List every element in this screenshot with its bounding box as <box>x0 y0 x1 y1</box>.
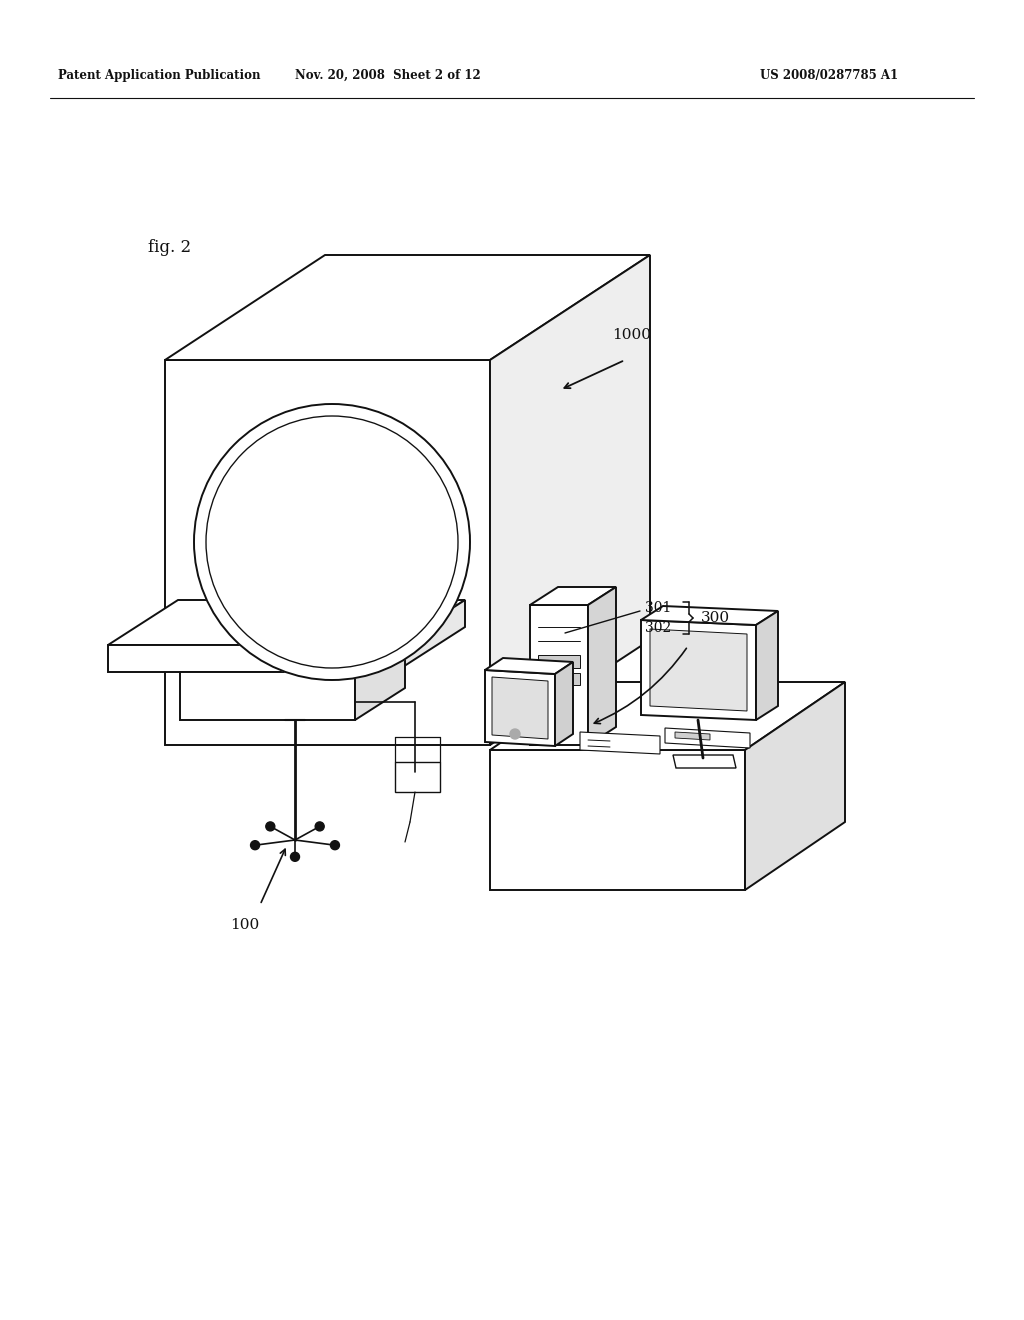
Polygon shape <box>580 733 660 754</box>
Text: Nov. 20, 2008  Sheet 2 of 12: Nov. 20, 2008 Sheet 2 of 12 <box>295 69 481 82</box>
Polygon shape <box>485 657 573 675</box>
Text: 1000: 1000 <box>612 327 651 342</box>
Polygon shape <box>395 601 465 672</box>
Polygon shape <box>756 611 778 719</box>
Polygon shape <box>641 606 778 624</box>
Polygon shape <box>165 360 490 744</box>
Text: US 2008/0287785 A1: US 2008/0287785 A1 <box>760 69 898 82</box>
Text: 301: 301 <box>645 601 672 615</box>
Circle shape <box>251 841 259 850</box>
Text: fig. 2: fig. 2 <box>148 239 191 256</box>
Circle shape <box>315 822 325 830</box>
Polygon shape <box>108 645 395 672</box>
Polygon shape <box>641 620 756 719</box>
Polygon shape <box>492 677 548 739</box>
Text: 100: 100 <box>230 917 260 932</box>
Polygon shape <box>355 640 406 719</box>
Polygon shape <box>108 601 465 645</box>
Polygon shape <box>538 655 580 668</box>
Polygon shape <box>490 750 745 890</box>
Polygon shape <box>530 605 588 744</box>
Polygon shape <box>650 630 746 711</box>
Polygon shape <box>395 762 440 792</box>
Circle shape <box>331 841 339 850</box>
Polygon shape <box>665 729 750 748</box>
Circle shape <box>291 853 299 861</box>
Polygon shape <box>745 682 845 890</box>
Polygon shape <box>180 672 355 719</box>
Text: 300: 300 <box>701 611 730 624</box>
Polygon shape <box>675 733 710 741</box>
Polygon shape <box>485 671 555 746</box>
Text: Patent Application Publication: Patent Application Publication <box>58 69 260 82</box>
Polygon shape <box>530 587 616 605</box>
Polygon shape <box>673 755 736 768</box>
Circle shape <box>510 729 520 739</box>
Polygon shape <box>490 682 845 750</box>
Polygon shape <box>538 673 580 685</box>
Text: 302: 302 <box>645 620 672 635</box>
Polygon shape <box>165 255 650 360</box>
Polygon shape <box>555 663 573 746</box>
Circle shape <box>194 404 470 680</box>
Polygon shape <box>588 587 616 744</box>
Circle shape <box>266 822 274 830</box>
Polygon shape <box>490 255 650 744</box>
